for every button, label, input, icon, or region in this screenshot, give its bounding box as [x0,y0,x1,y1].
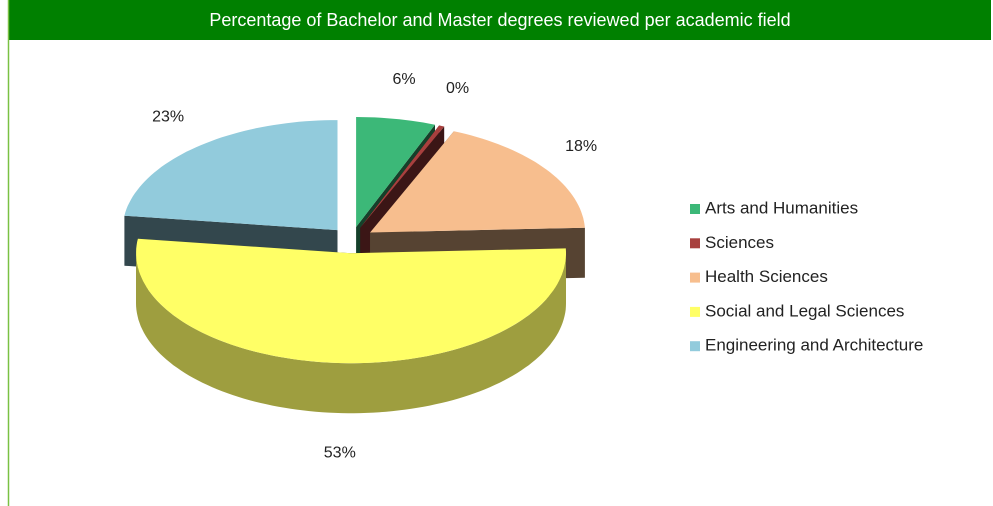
legend-label: Engineering and Architecture [705,336,923,355]
legend-label: Social and Legal Sciences [705,301,904,320]
data-label: 0% [446,80,469,97]
title-bar [8,0,991,40]
legend-swatch [690,238,700,249]
legend-swatch [690,306,700,317]
legend-swatch [690,204,700,214]
data-label: 6% [393,71,416,88]
legend-swatch [690,341,700,352]
slice [136,238,566,364]
legend-label: Health Sciences [705,267,828,286]
slice [124,120,338,231]
legend-label: Arts and Humanities [705,198,858,217]
data-label: 23% [152,108,184,125]
slice [136,238,566,414]
slice [360,125,445,228]
legend-label: Sciences [705,233,774,252]
chart-title: Percentage of Bachelor and Master degree… [209,10,790,30]
legend-swatch [690,272,700,283]
slice-side [136,253,566,414]
slice [356,117,435,227]
data-label: 53% [324,444,356,461]
data-label: 18% [565,138,597,155]
slice [370,131,585,233]
